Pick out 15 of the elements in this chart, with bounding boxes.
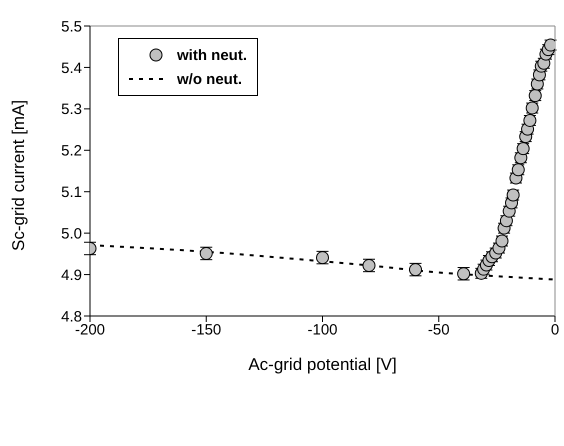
x-tick-label: 0 xyxy=(550,322,560,339)
y-tick-label: 5.3 xyxy=(61,101,82,118)
y-tick-label: 5.1 xyxy=(61,184,82,202)
y-tick-label: 5.2 xyxy=(61,142,82,160)
y-axis-title: Sc-grid current [mA] xyxy=(9,100,28,251)
legend-label: with neut. xyxy=(177,46,247,64)
x-axis-title: Ac-grid potential [V] xyxy=(248,355,397,374)
y-tick-label: 5.0 xyxy=(61,225,82,242)
y-tick-label: 5.5 xyxy=(61,18,82,36)
x-tick-label: -150 xyxy=(191,322,222,339)
x-tick-label: -50 xyxy=(428,322,450,339)
y-tick-label: 5.4 xyxy=(61,60,82,77)
legend-label: w/o neut. xyxy=(177,70,242,88)
x-tick-label: -100 xyxy=(307,322,338,339)
y-tick-label: 4.9 xyxy=(61,266,82,284)
